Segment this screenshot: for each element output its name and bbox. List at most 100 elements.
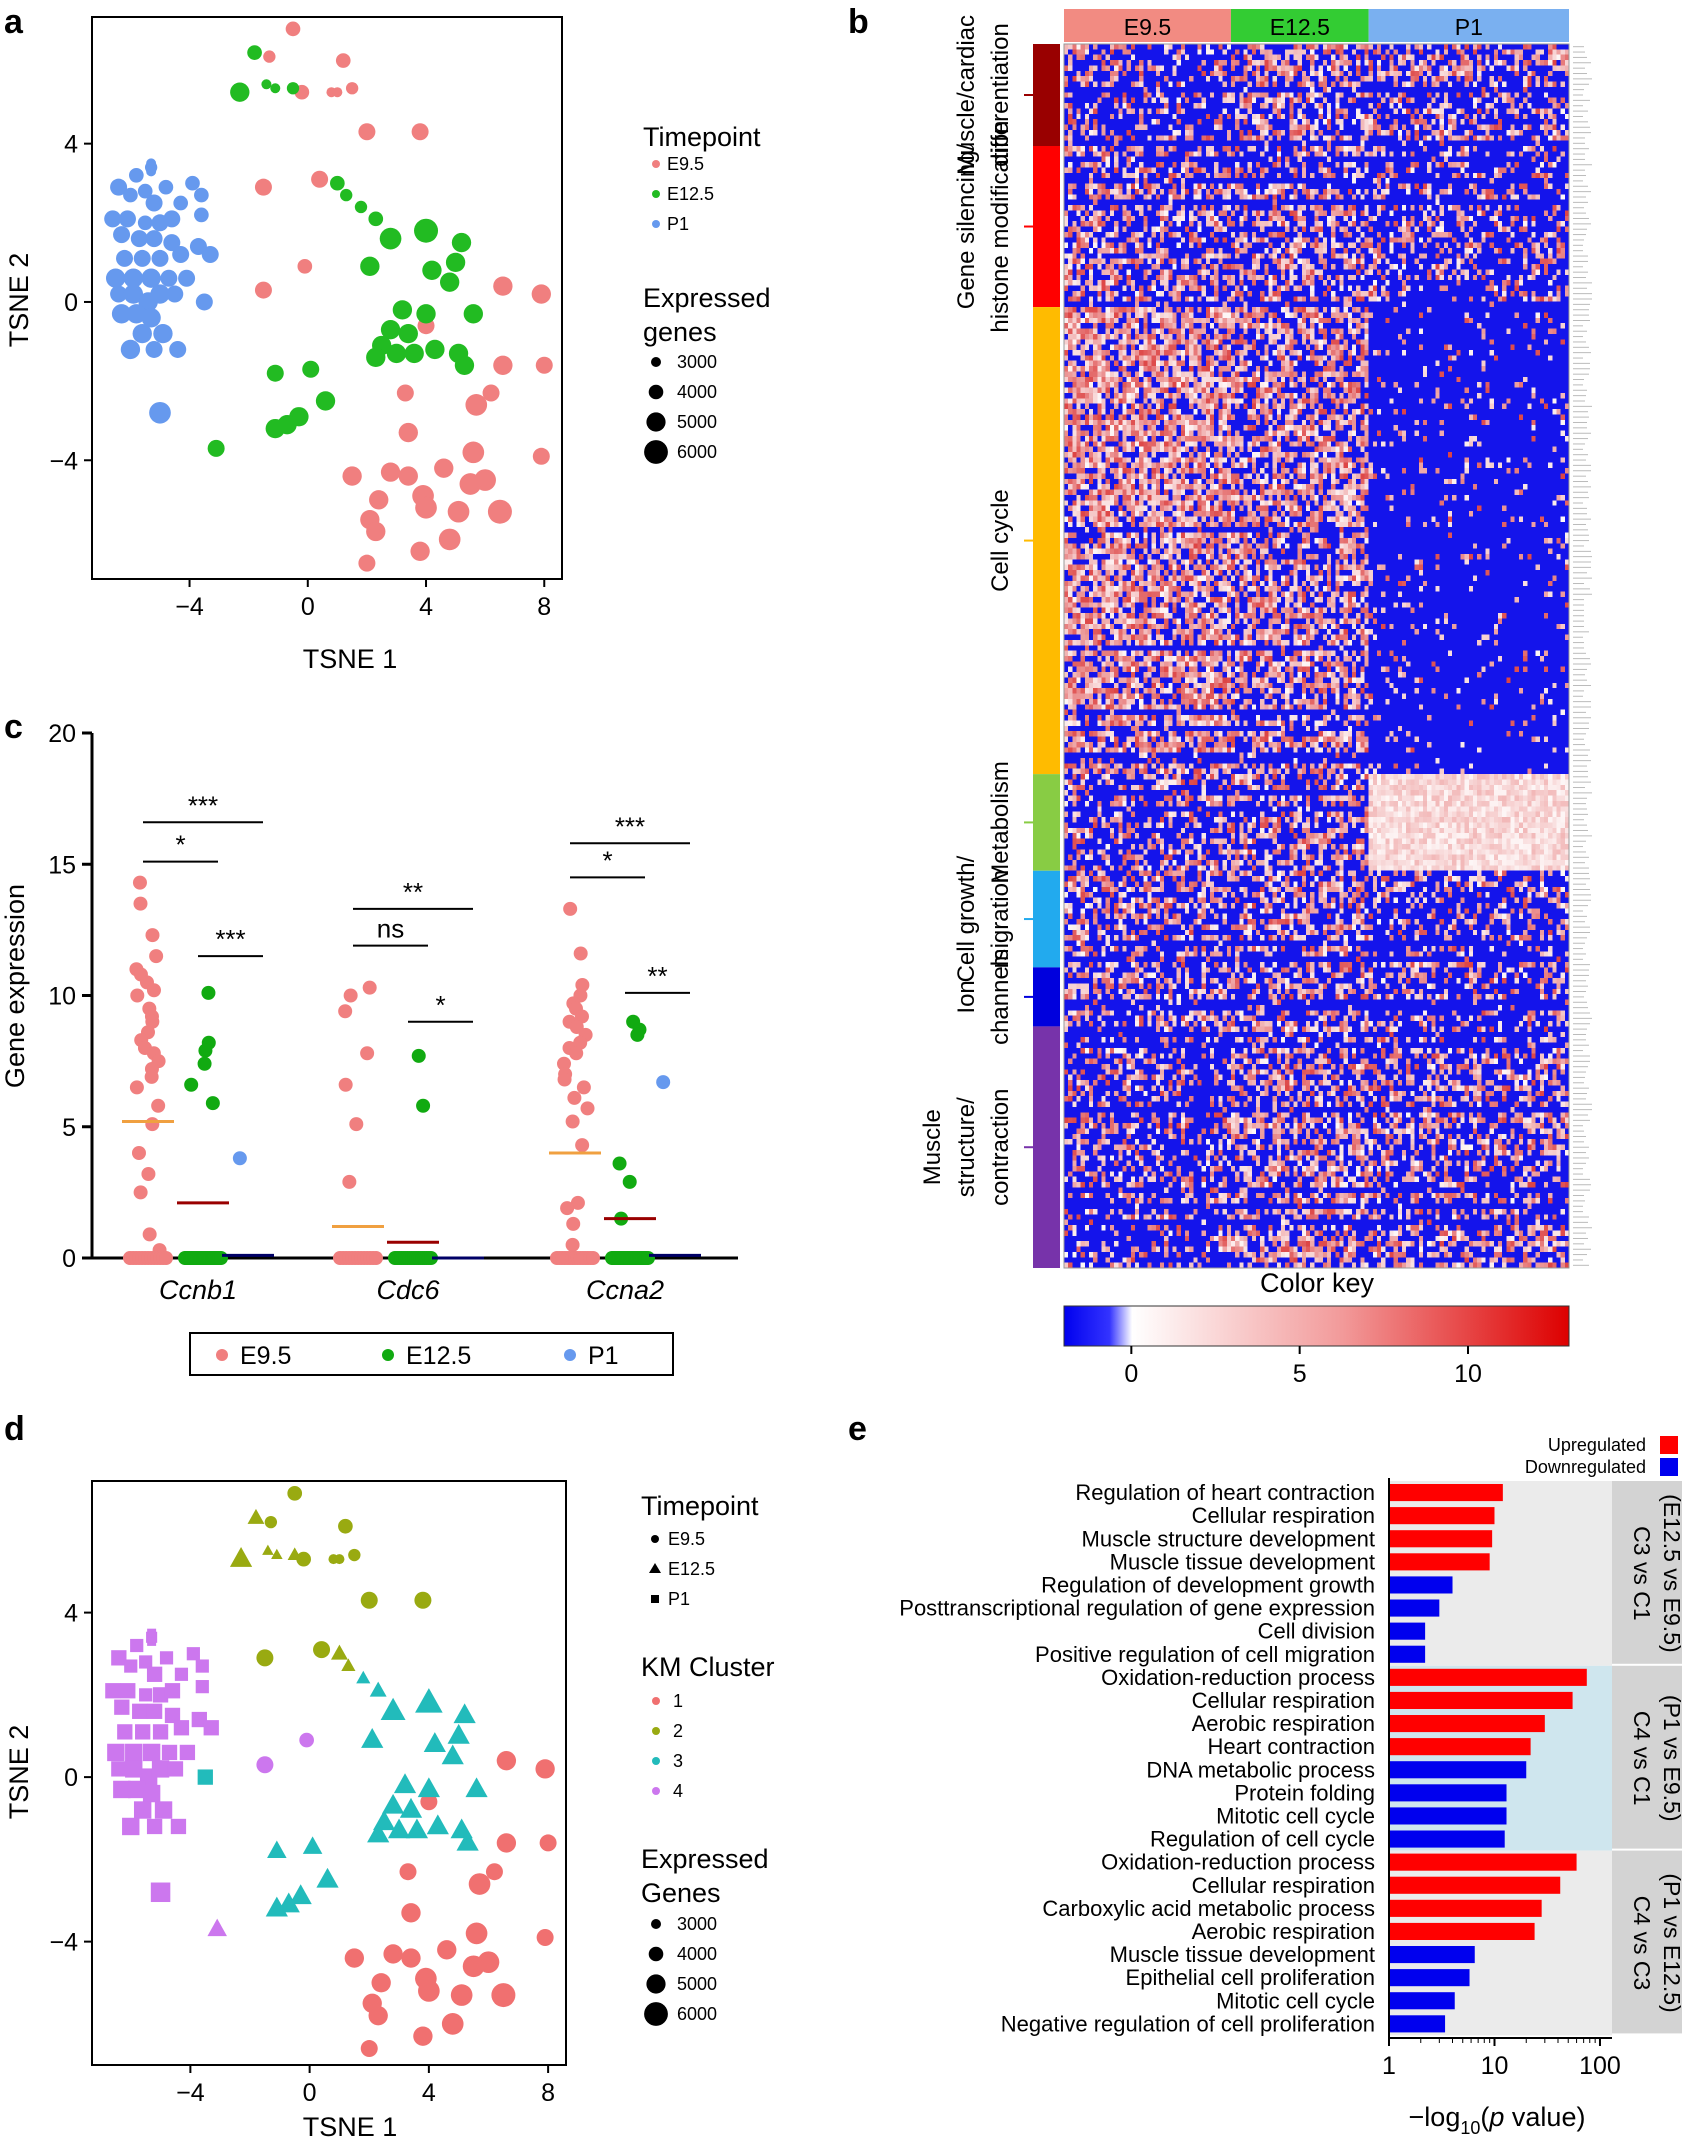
panel-c-point-E9.5 (145, 1117, 160, 1132)
panel-c-point-E9.5 (159, 1251, 173, 1265)
panel-c-point-E9.5 (131, 1146, 146, 1160)
panel-a-point-E9.5 (462, 441, 485, 464)
panel-e-term-label: Muscle structure development (1082, 1526, 1375, 1551)
panel-c-point-E9.5 (557, 1072, 572, 1087)
panel-d-x-tick-label: −4 (176, 2079, 205, 2107)
panel-e-x-label-main: −log (1409, 2102, 1461, 2132)
panel-a-point-E12.5 (392, 300, 413, 320)
panel-c-point-E9.5 (369, 1251, 383, 1265)
panel-a-point-P1 (129, 167, 144, 183)
panel-c-legend-label: E12.5 (406, 1342, 471, 1370)
panel-a-point-E9.5 (410, 541, 430, 561)
panel-b-column-group-E12.5 (1230, 9, 1369, 42)
panel-e-term-label: Negative regulation of cell proliferatio… (1001, 2011, 1375, 2036)
panel-d-x-tick-label: 8 (541, 2079, 555, 2107)
panel-a-point-E12.5 (302, 360, 320, 378)
panel-d-point-cluster-1 (465, 1922, 488, 1945)
panel-d-point-cluster-4 (164, 1683, 181, 1699)
panel-c-letter: c (4, 708, 23, 746)
panel-b-column-headers: E9.5 E12.5 P1 (1064, 9, 1569, 42)
panel-d-point-cluster-1 (420, 1793, 438, 1811)
panel-b-row-group-label: Metabolism (987, 761, 1014, 884)
panel-c-point-E9.5 (565, 1237, 580, 1252)
panel-e-bar-up (1389, 1853, 1577, 1871)
panel-d: d −4 0 4 8 −4 0 4 TSNE 1 TSNE 2 Timepoint E9.… (4, 1410, 775, 2138)
panel-e-bar-up (1389, 1738, 1531, 1756)
panel-a-point-P1 (178, 269, 196, 287)
panel-a-point-P1 (123, 187, 138, 203)
panel-d-point-cluster-4 (174, 1667, 189, 1681)
panel-b-gene-labels (1573, 46, 1592, 1266)
panel-d-point-cluster-1 (491, 1983, 516, 2008)
panel-a-point-P1 (110, 285, 128, 303)
panel-c-point-E9.5 (338, 1004, 353, 1019)
panel-c-legend-swatch (216, 1349, 228, 1361)
panel-d-point-cluster-4 (125, 1760, 143, 1778)
panel-d-point-cluster-4 (111, 1650, 127, 1666)
panel-a-point-P1 (104, 210, 122, 228)
panel-c-point-E9.5 (146, 983, 161, 998)
panel-a-point-P1 (150, 284, 170, 304)
panel-d-point-cluster-3 (380, 1697, 406, 1720)
panel-c-point-E9.5 (132, 875, 147, 890)
panel-d-point-cluster-3 (465, 1777, 488, 1798)
panel-b-row-group-label: Cell cycle (987, 489, 1014, 592)
panel-b-row-group-label: Muscle/cardiac (953, 15, 980, 175)
panel-a-point-E9.5 (535, 356, 553, 374)
panel-a-x-ticks: −4 0 4 8 (175, 579, 551, 621)
panel-a-point-P1 (141, 308, 161, 328)
panel-e-x-label-open: ( (1480, 2102, 1489, 2132)
panel-e-bar-down (1389, 1969, 1470, 1987)
panel-d-point-cluster-2 (331, 1644, 348, 1660)
panel-a-point-E9.5 (358, 554, 376, 572)
panel-a-point-E12.5 (445, 252, 466, 273)
panel-e-x-tick-label: 100 (1579, 2052, 1621, 2080)
panel-c-point-E9.5 (343, 988, 358, 1003)
panel-d-point-cluster-3 (447, 1723, 470, 1744)
panel-b-row-group-swatch (1033, 967, 1060, 1027)
panel-a-point-P1 (137, 183, 153, 199)
panel-d-point-cluster-2 (296, 1551, 311, 1567)
panel-d-y-label: TSNE 2 (4, 1725, 34, 1820)
panel-a-point-E12.5 (261, 79, 272, 90)
panel-c-point-E9.5 (133, 896, 148, 911)
panel-a: a −4 0 4 8 −4 0 4 TSNE 1 TSNE 2 Timepoint E9.… (4, 3, 771, 674)
panel-a-point-P1 (111, 304, 132, 324)
panel-d-point-cluster-4 (133, 1801, 152, 1819)
panel-d-point-cluster-3 (387, 1818, 411, 1839)
panel-d-point-cluster-4 (107, 1743, 125, 1762)
panel-d-point-cluster-3 (197, 1769, 213, 1785)
panel-b-color-key-bar (1063, 1305, 1570, 1347)
panel-d-point-cluster-4 (195, 1680, 209, 1694)
panel-d-point-cluster-1 (401, 1948, 421, 1968)
panel-b-color-key-tick-label: 10 (1454, 1360, 1482, 1388)
panel-e-x-label-p: p (1488, 2102, 1504, 2132)
panel-d-point-cluster-2 (287, 1547, 302, 1560)
panel-a-point-E12.5 (368, 211, 384, 227)
panel-d-x-tick-label: 0 (303, 2079, 317, 2107)
panel-a-point-E9.5 (447, 500, 470, 523)
panel-c-point-E12.5 (622, 1174, 637, 1189)
panel-d-point-cluster-2 (229, 1547, 253, 1567)
panel-d-point-cluster-3 (289, 1884, 312, 1905)
panel-a-point-E12.5 (366, 347, 386, 368)
panel-a-x-tick-label: 0 (301, 593, 315, 621)
panel-a-point-P1 (151, 249, 169, 267)
panel-a-point-P1 (163, 234, 181, 252)
panel-a-point-P1 (172, 245, 190, 263)
panel-c-legend-label: E9.5 (240, 1342, 291, 1370)
panel-d-legend-size-label: 6000 (677, 2004, 717, 2024)
panel-d-y-tick-label: −4 (49, 1929, 78, 1957)
panel-c-point-E9.5 (575, 1138, 590, 1153)
panel-a-legend-size-marker (644, 440, 668, 464)
panel-e-strip-label: (P1 vs E12.5) (1659, 1873, 1682, 2012)
panel-d-point-cluster-4 (146, 1703, 163, 1719)
panel-d-point-cluster-3 (367, 1822, 390, 1843)
panel-d-point-cluster-2 (262, 1544, 274, 1555)
panel-d-point-cluster-4 (125, 1743, 143, 1762)
panel-e-strip-label: C4 vs C1 (1629, 1711, 1655, 1806)
panel-c-point-E12.5 (424, 1251, 438, 1265)
panel-e-x-tick-label: 10 (1481, 2052, 1509, 2080)
